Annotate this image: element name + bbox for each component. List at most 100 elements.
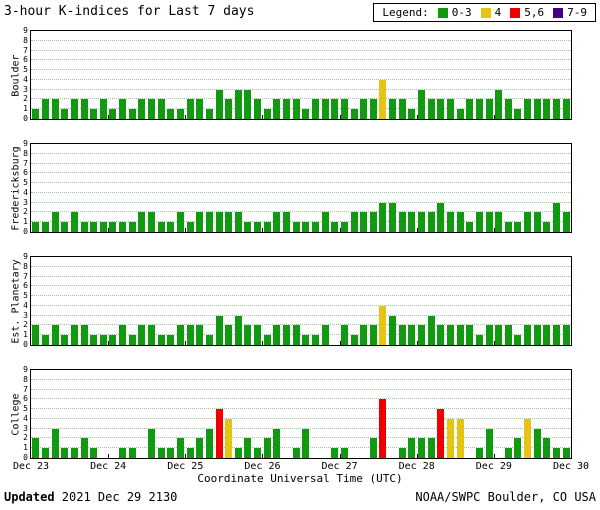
k-bar: [157, 335, 165, 345]
k-bar: [225, 325, 233, 345]
day-tick: [493, 228, 495, 232]
k-bar: [475, 99, 483, 119]
day-tick: [185, 228, 187, 232]
k-bar: [176, 109, 184, 119]
k-bar: [99, 99, 107, 119]
gridline: [31, 98, 571, 100]
station-label-est-planetary: Est. Planetary: [10, 259, 22, 344]
k-bar: [80, 222, 88, 232]
k-bar: [263, 438, 271, 458]
y-tick-label: 1: [23, 104, 28, 114]
gridline: [31, 304, 571, 306]
legend-item-label: 0-3: [451, 6, 472, 19]
k-bar: [533, 212, 541, 232]
y-tick-label: 4: [23, 413, 28, 423]
gridline: [31, 211, 571, 213]
k-bar: [456, 212, 464, 232]
day-tick: [108, 454, 110, 458]
k-bar: [321, 325, 329, 345]
k-bar: [379, 202, 387, 232]
k-bar: [99, 222, 107, 232]
station-label-college: College: [10, 393, 22, 436]
k-bar: [553, 99, 561, 119]
k-bar: [225, 99, 233, 119]
gridline: [31, 201, 571, 203]
k-bar: [90, 109, 98, 119]
page-title: 3-hour K-indices for Last 7 days: [4, 4, 255, 19]
k-bar: [167, 109, 175, 119]
legend-item-purple: 7-9: [553, 6, 587, 19]
k-bar: [167, 335, 175, 345]
x-tick-label: Dec 30: [552, 461, 590, 472]
k-bar: [446, 325, 454, 345]
gridline: [31, 69, 571, 71]
panel-fredericksburg: 0 1 2 3 4 5 6 7 8 9 Fredericksburg: [11, 139, 572, 236]
k-bar: [283, 99, 291, 119]
gridline: [31, 162, 571, 164]
k-bar: [138, 212, 146, 232]
k-bar: [167, 448, 175, 458]
y-tick-label: 0: [23, 227, 28, 236]
x-tick-label: Dec 26: [244, 461, 281, 472]
legend-item-label: 4: [494, 6, 502, 19]
k-bar: [437, 202, 445, 232]
k-bar: [148, 212, 156, 232]
station-label-boulder: Boulder: [10, 54, 22, 97]
k-bar: [148, 99, 156, 119]
day-tick: [416, 228, 418, 232]
gridline: [31, 265, 571, 267]
k-bar: [466, 325, 474, 345]
k-bar: [51, 428, 59, 458]
k-bar: [485, 212, 493, 232]
k-bar: [128, 109, 136, 119]
k-bar: [302, 222, 310, 232]
k-bar: [90, 335, 98, 345]
k-bar: [119, 222, 127, 232]
k-bar: [485, 99, 493, 119]
k-bar: [321, 212, 329, 232]
y-tick-label: 4: [23, 187, 28, 197]
k-bar: [331, 448, 339, 458]
k-bar: [408, 109, 416, 119]
k-bar: [302, 109, 310, 119]
green-swatch-icon: [437, 7, 448, 18]
k-bar: [244, 222, 252, 232]
gridline: [31, 378, 571, 380]
k-bar: [119, 325, 127, 345]
k-bar: [32, 438, 40, 458]
y-tick-label: 6: [23, 168, 28, 178]
day-tick: [262, 228, 264, 232]
k-bar: [369, 99, 377, 119]
credit-text: NOAA/SWPC Boulder, CO USA: [415, 490, 596, 504]
k-bar: [466, 99, 474, 119]
k-bar: [350, 212, 358, 232]
k-bar: [186, 222, 194, 232]
chart-panels: 0 1 2 3 4 5 6 7 8 9 Boulder 0 1 2 3 4 5 6 7 8 9 Fredericksbur…: [11, 26, 590, 472]
k-bar: [350, 335, 358, 345]
k-bar: [205, 428, 213, 458]
k-bar: [32, 325, 40, 345]
k-bar: [215, 409, 223, 458]
day-tick: [493, 115, 495, 119]
gridline: [31, 408, 571, 410]
y-tick-label: 7: [23, 45, 28, 55]
gridline: [31, 295, 571, 297]
k-bar: [90, 222, 98, 232]
k-bar: [331, 99, 339, 119]
y-tick-label: 2: [23, 320, 28, 330]
k-bar: [340, 222, 348, 232]
k-bar: [176, 212, 184, 232]
gridline: [31, 285, 571, 287]
panel-college: 0 1 2 3 4 5 6 7 8 9 College Dec 23 Dec 24 Dec 25 Dec 2…: [11, 365, 590, 472]
day-tick: [108, 115, 110, 119]
k-bar: [562, 212, 570, 232]
y-tick-label: 1: [23, 443, 28, 453]
y-tick-label: 6: [23, 55, 28, 65]
k-bar: [350, 109, 358, 119]
k-bar: [80, 438, 88, 458]
y-tick-label: 9: [23, 365, 28, 374]
gridline: [31, 59, 571, 61]
x-tick-label: Dec 29: [475, 461, 512, 472]
gridline: [31, 182, 571, 184]
day-tick: [339, 454, 341, 458]
